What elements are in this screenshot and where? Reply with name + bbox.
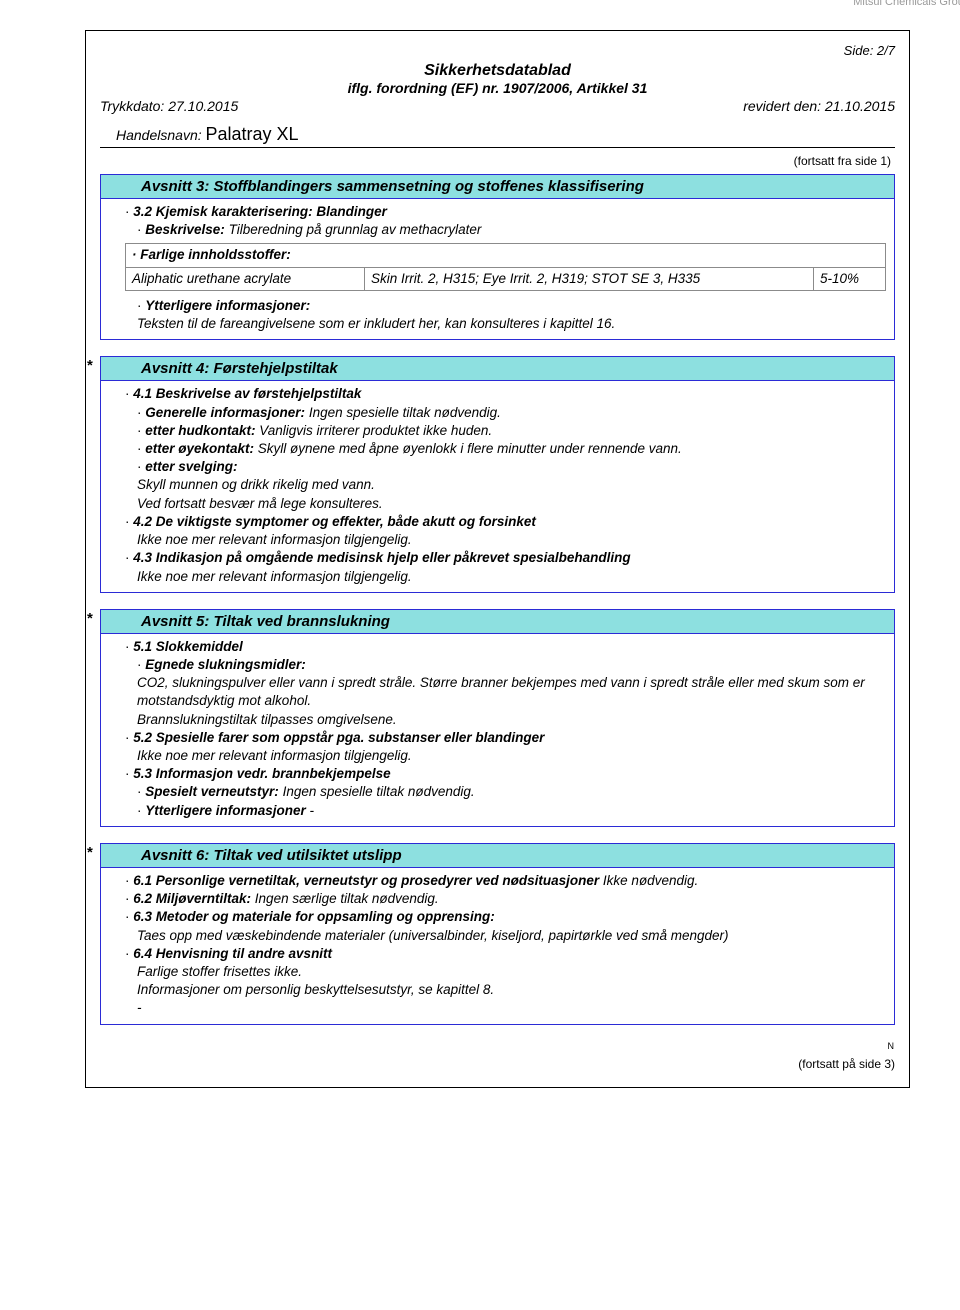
- section-6-body: 6.1 Personlige vernetiltak, verneutstyr …: [101, 868, 894, 1024]
- sec6-4-t2: Informasjoner om personlig beskyttelsesu…: [137, 981, 886, 999]
- sec4-3: 4.3 Indikasjon på omgående medisinsk hje…: [125, 549, 886, 567]
- continued-from: (fortsatt fra side 1): [100, 154, 891, 168]
- section-6-title: Avsnitt 6: Tiltak ved utilsiktet utslipp: [101, 844, 894, 868]
- sec6-3: 6.3 Metoder og materiale for oppsamling …: [125, 908, 886, 926]
- header-divider: [100, 147, 895, 148]
- print-date: Trykkdato: 27.10.2015: [100, 98, 238, 114]
- asterisk-icon: *: [87, 610, 93, 627]
- section-4-title: Avsnitt 4: Førstehjelpstiltak: [101, 357, 894, 381]
- ingredients-table: Farlige innholdsstoffer: Aliphatic ureth…: [125, 243, 886, 290]
- section-5-body: 5.1 Slokkemiddel Egnede slukningsmidler:…: [101, 634, 894, 826]
- page-number: Side: 2/7: [100, 43, 895, 58]
- document-page: Side: 2/7 Sikkerhetsdatablad iflg. foror…: [85, 30, 910, 1088]
- sec6-4: 6.4 Henvisning til andre avsnitt: [125, 945, 886, 963]
- section-5: * Avsnitt 5: Tiltak ved brannslukning 5.…: [100, 609, 895, 827]
- sec6-3-text: Taes opp med væskebindende materialer (u…: [137, 927, 886, 945]
- date-row: Trykkdato: 27.10.2015 revidert den: 21.1…: [100, 98, 895, 114]
- sec4-2: 4.2 De viktigste symptomer og effekter, …: [125, 513, 886, 531]
- sec5-yt: Ytterligere informasjoner -: [137, 802, 886, 820]
- sec3-more-info-text: Teksten til de fareangivelsene som er in…: [137, 315, 886, 333]
- sec4-1: 4.1 Beskrivelse av førstehjelpstiltak: [125, 385, 886, 403]
- section-5-title: Avsnitt 5: Tiltak ved brannslukning: [101, 610, 894, 634]
- sec5-eg-t1: CO2, slukningspulver eller vann i spredt…: [137, 674, 886, 710]
- document-title: Sikkerhetsdatablad: [100, 62, 895, 80]
- sec5-2: 5.2 Spesielle farer som oppstår pga. sub…: [125, 729, 886, 747]
- ingredients-header: Farlige innholdsstoffer:: [126, 244, 885, 267]
- trade-name-label: Handelsnavn:: [116, 127, 206, 143]
- section-4-body: 4.1 Beskrivelse av førstehjelpstiltak Ge…: [101, 381, 894, 591]
- sec6-2: 6.2 Miljøverntiltak: Ingen særlige tilta…: [125, 890, 886, 908]
- sec5-eg-label: Egnede slukningsmidler:: [137, 656, 886, 674]
- sec3-more-info-label: Ytterligere informasjoner:: [137, 297, 886, 315]
- sec4-general: Generelle informasjoner: Ingen spesielle…: [137, 404, 886, 422]
- sec5-eg-t2: Brannslukningstiltak tilpasses omgivelse…: [137, 711, 886, 729]
- section-3-title: Avsnitt 3: Stoffblandingers sammensetnin…: [101, 175, 894, 199]
- sec5-sp: Spesielt verneutstyr: Ingen spesielle ti…: [137, 783, 886, 801]
- section-3-body: 3.2 Kjemisk karakterisering: Blandinger …: [101, 199, 894, 339]
- sec4-eye: etter øyekontakt: Skyll øynene med åpne …: [137, 440, 886, 458]
- ingredient-hazard: Skin Irrit. 2, H315; Eye Irrit. 2, H319;…: [364, 268, 813, 290]
- n-mark: N: [100, 1041, 894, 1051]
- sec5-3: 5.3 Informasjon vedr. brannbekjempelse: [125, 765, 886, 783]
- ingredient-name: Aliphatic urethane acrylate: [126, 268, 364, 290]
- sec4-swallow-t2: Ved fortsatt besvær må lege konsulteres.: [137, 495, 886, 513]
- sec4-swallow-t1: Skyll munnen og drikk rikelig med vann.: [137, 476, 886, 494]
- sec4-swallow-label: etter svelging:: [137, 458, 886, 476]
- logo-sub-text: Mitsui Chemicals Group: [788, 0, 960, 8]
- continued-to: (fortsatt på side 3): [100, 1057, 895, 1071]
- section-6: * Avsnitt 6: Tiltak ved utilsiktet utsli…: [100, 843, 895, 1025]
- sec3-description: Beskrivelse: Tilberedning på grunnlag av…: [137, 221, 886, 239]
- sec6-dash: -: [137, 999, 886, 1017]
- sec4-3-text: Ikke noe mer relevant informasjon tilgje…: [137, 568, 886, 586]
- trade-name-row: Handelsnavn: Palatray XL: [116, 124, 895, 145]
- document-subtitle: iflg. forordning (EF) nr. 1907/2006, Art…: [100, 80, 895, 96]
- section-3: Avsnitt 3: Stoffblandingers sammensetnin…: [100, 174, 895, 340]
- sec4-skin: etter hudkontakt: Vanligvis irriterer pr…: [137, 422, 886, 440]
- asterisk-icon: *: [87, 844, 93, 861]
- sec6-4-t1: Farlige stoffer frisettes ikke.: [137, 963, 886, 981]
- sec5-1: 5.1 Slokkemiddel: [125, 638, 886, 656]
- section-4: * Avsnitt 4: Førstehjelpstiltak 4.1 Besk…: [100, 356, 895, 592]
- sec6-1: 6.1 Personlige vernetiltak, verneutstyr …: [125, 872, 886, 890]
- sec3-chemical-char: 3.2 Kjemisk karakterisering: Blandinger: [125, 203, 886, 221]
- ingredient-pct: 5-10%: [813, 268, 885, 290]
- trade-name-value: Palatray XL: [206, 124, 299, 144]
- asterisk-icon: *: [87, 357, 93, 374]
- ingredient-row: Aliphatic urethane acrylate Skin Irrit. …: [126, 268, 885, 290]
- revised-date: revidert den: 21.10.2015: [743, 98, 895, 114]
- sec4-2-text: Ikke noe mer relevant informasjon tilgje…: [137, 531, 886, 549]
- brand-logo: Heraeus Kulzer Mitsui Chemicals Group: [788, 0, 960, 8]
- sec5-2-text: Ikke noe mer relevant informasjon tilgje…: [137, 747, 886, 765]
